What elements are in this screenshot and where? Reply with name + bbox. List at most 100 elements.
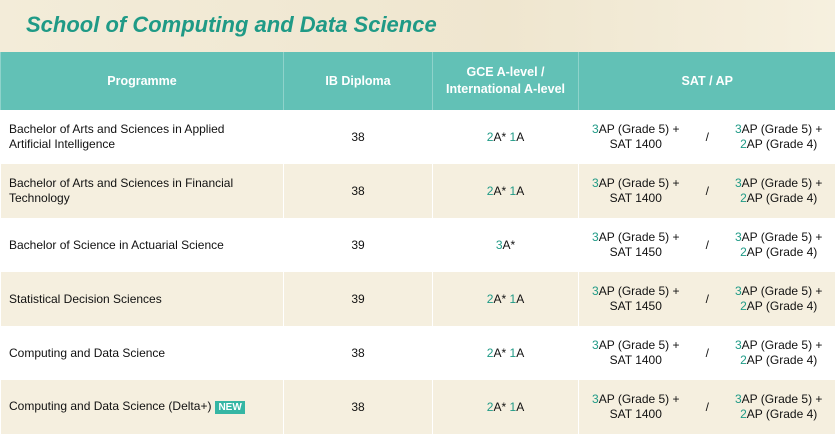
option: 3AP (Grade 5) + SAT 1400	[592, 122, 680, 152]
text: AP (Grade 5) +	[741, 230, 823, 244]
count: 3	[734, 230, 742, 244]
gce-grade: A*	[493, 399, 507, 414]
ib-score: 39	[283, 272, 433, 326]
text: AP (Grade 5) +	[598, 392, 680, 406]
option: 3AP (Grade 5) + SAT 1400	[592, 392, 680, 422]
count: 3	[734, 284, 742, 298]
count: 2	[740, 191, 747, 205]
count: 3	[592, 392, 599, 406]
text: AP (Grade 4)	[746, 353, 818, 367]
option: 3AP (Grade 5) +2AP (Grade 4)	[735, 338, 823, 368]
ib-score: 38	[283, 164, 433, 218]
sat-ap: 3AP (Grade 5) + SAT 1400/3AP (Grade 5) +2…	[578, 110, 835, 164]
sat-ap: 3AP (Grade 5) + SAT 1400/3AP (Grade 5) +2…	[578, 326, 835, 380]
column-header: GCE A-level / International A-level	[432, 52, 579, 110]
programme: Computing and Data Science	[0, 326, 284, 380]
programme-name: Computing and Data Science (Delta+)	[9, 399, 212, 413]
separator: /	[705, 399, 709, 414]
gce-count: 1	[509, 129, 517, 144]
gce-grade: A*	[493, 129, 507, 144]
gce-grade: A	[516, 291, 525, 306]
gce: 3A*	[432, 218, 579, 272]
gce-count: 2	[486, 345, 494, 360]
gce: 2A* 1A	[432, 380, 579, 434]
sat-ap: 3AP (Grade 5) + SAT 1400/3AP (Grade 5) +2…	[578, 164, 835, 218]
text: AP (Grade 5) +	[741, 392, 823, 406]
text: AP (Grade 4)	[746, 245, 818, 259]
programme-name: Bachelor of Arts and Sciences in Financi…	[9, 176, 234, 205]
gce-count: 1	[509, 291, 517, 306]
header-row: Programme IB Diploma GCE A-level / Interna…	[0, 52, 835, 110]
gce-count: 2	[486, 183, 494, 198]
row: Bachelor of Arts and Sciences in Applied…	[0, 110, 835, 164]
row: Computing and Data Science 38 2A* 1A 3AP (G…	[0, 326, 835, 380]
separator: /	[705, 291, 709, 306]
separator: /	[705, 129, 709, 144]
programme: Bachelor of Arts and Sciences in Applied…	[0, 110, 284, 164]
text: AP (Grade 4)	[746, 191, 818, 205]
programme: Bachelor of Science in Actuarial Science	[0, 218, 284, 272]
table-body: Bachelor of Arts and Sciences in Applied…	[0, 110, 835, 434]
gce-grade: A*	[493, 291, 507, 306]
text: AP (Grade 5) +	[598, 122, 680, 136]
gce-grade: A	[516, 183, 525, 198]
gce: 2A* 1A	[432, 272, 579, 326]
gce-grade: A*	[493, 345, 507, 360]
row: Bachelor of Science in Actuarial Science…	[0, 218, 835, 272]
gce-count: 2	[486, 399, 494, 414]
count: 3	[592, 230, 599, 244]
column-header: IB Diploma	[283, 52, 433, 110]
text: AP (Grade 5) +	[598, 284, 680, 298]
count: 2	[740, 137, 747, 151]
sat-options: 3AP (Grade 5) + SAT 1400/3AP (Grade 5) +2…	[579, 338, 835, 368]
sat-options: 3AP (Grade 5) + SAT 1450/3AP (Grade 5) +2…	[579, 230, 835, 260]
count: 2	[740, 353, 747, 367]
text: AP (Grade 5) +	[598, 230, 680, 244]
sat-ap: 3AP (Grade 5) + SAT 1450/3AP (Grade 5) +2…	[578, 218, 835, 272]
text: SAT 1450	[609, 299, 662, 313]
separator: /	[705, 345, 709, 360]
gce-grade: A	[516, 399, 525, 414]
programme-name: Statistical Decision Sciences	[9, 291, 162, 306]
programme-name: Bachelor of Science in Actuarial Science	[9, 237, 224, 252]
text: AP (Grade 5) +	[598, 338, 680, 352]
ib-score: 38	[283, 110, 433, 164]
count: 3	[734, 392, 742, 406]
gce: 2A* 1A	[432, 164, 579, 218]
option: 3AP (Grade 5) +2AP (Grade 4)	[735, 176, 823, 206]
programme-name: Computing and Data Science	[9, 345, 166, 360]
option: 3AP (Grade 5) +2AP (Grade 4)	[735, 392, 823, 422]
text: AP (Grade 4)	[746, 299, 818, 313]
count: 3	[592, 284, 599, 298]
separator: /	[705, 183, 709, 198]
new-badge: NEW	[215, 401, 245, 414]
ib-score: 38	[283, 380, 433, 434]
text: SAT 1400	[609, 353, 662, 367]
title: School of Computing and Data Science	[26, 12, 437, 37]
text: AP (Grade 5) +	[741, 122, 823, 136]
text: AP (Grade 5) +	[741, 338, 823, 352]
gce-count: 2	[486, 129, 494, 144]
banner: School of Computing and Data Science	[0, 0, 835, 52]
sat-options: 3AP (Grade 5) + SAT 1400/3AP (Grade 5) +2…	[579, 176, 835, 206]
separator: /	[705, 237, 709, 252]
count: 3	[592, 176, 599, 190]
count: 2	[740, 299, 747, 313]
text: AP (Grade 5) +	[598, 176, 680, 190]
sat-options: 3AP (Grade 5) + SAT 1450/3AP (Grade 5) +2…	[579, 284, 835, 314]
requirements-table: Programme IB Diploma GCE A-level / Interna…	[0, 52, 835, 434]
programme: Statistical Decision Sciences	[0, 272, 284, 326]
count: 3	[592, 122, 599, 136]
option: 3AP (Grade 5) +2AP (Grade 4)	[735, 122, 823, 152]
column-header: SAT / AP	[578, 52, 835, 110]
sat-options: 3AP (Grade 5) + SAT 1400 / 3AP (Grade 5) +2…	[579, 392, 835, 422]
sat-options: 3AP (Grade 5) + SAT 1400/3AP (Grade 5) +2…	[579, 122, 835, 152]
text: AP (Grade 5) +	[741, 284, 823, 298]
count: 2	[740, 245, 747, 259]
programme-name: Bachelor of Arts and Sciences in Applied…	[9, 122, 225, 151]
sat-ap: 3AP (Grade 5) + SAT 1400 / 3AP (Grade 5) +2…	[578, 380, 835, 434]
gce: 2A* 1A	[432, 326, 579, 380]
count: 3	[734, 338, 742, 352]
option: 3AP (Grade 5) + SAT 1400	[592, 176, 680, 206]
